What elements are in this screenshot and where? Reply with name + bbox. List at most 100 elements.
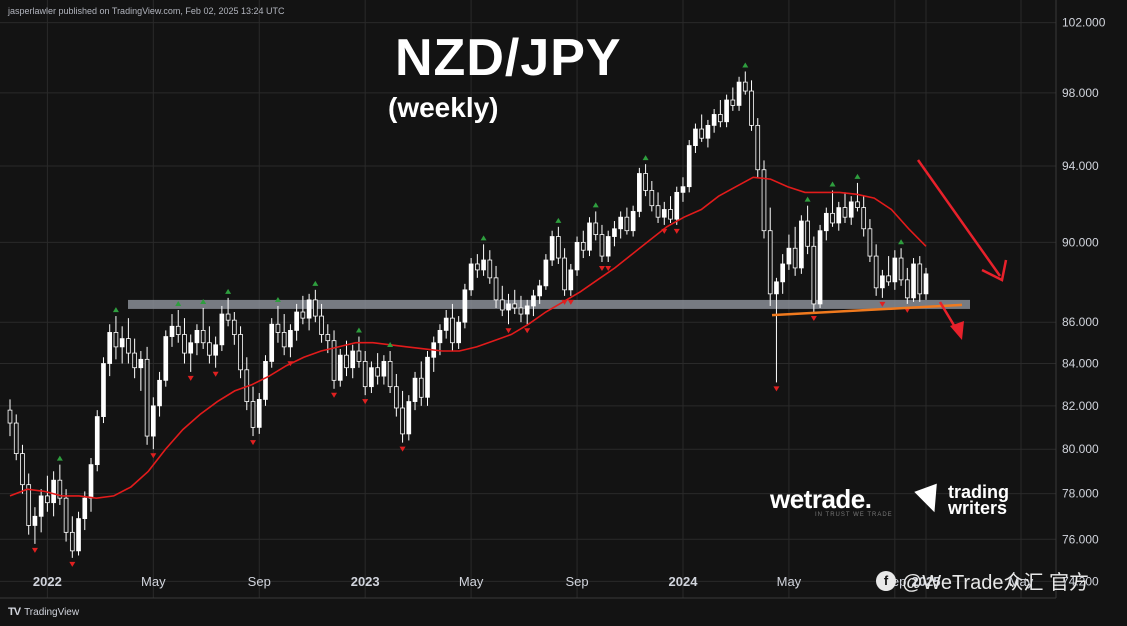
candle-body bbox=[443, 317, 449, 331]
publisher-line: jasperlawler published on TradingView.co… bbox=[8, 6, 285, 16]
chart-title: NZD/JPY bbox=[395, 29, 622, 87]
candle-body bbox=[817, 230, 823, 305]
candle-body bbox=[836, 207, 842, 224]
candle-body bbox=[219, 313, 225, 346]
candle-body bbox=[94, 416, 100, 466]
candle-body bbox=[742, 81, 748, 92]
candle-body bbox=[811, 245, 817, 305]
price-tick-label: 80.000 bbox=[1062, 442, 1099, 456]
swing-low-marker bbox=[362, 399, 369, 405]
time-tick-label: Sep bbox=[565, 574, 588, 589]
candle-body bbox=[873, 255, 879, 289]
moving-average bbox=[9, 176, 927, 500]
candle-body bbox=[119, 338, 125, 348]
wetrade-logo: wetrade. bbox=[770, 484, 872, 514]
swing-high-marker bbox=[829, 181, 836, 187]
candlestick-series[interactable] bbox=[7, 71, 929, 558]
swing-high-marker bbox=[480, 235, 487, 241]
candle-body bbox=[830, 212, 835, 224]
candle-body bbox=[462, 289, 468, 323]
swing-high-marker bbox=[312, 280, 319, 286]
candle-body bbox=[325, 334, 331, 342]
candle-body bbox=[904, 279, 910, 299]
swing-low-marker bbox=[879, 301, 886, 307]
candle-body bbox=[848, 201, 854, 218]
swing-low-marker bbox=[187, 375, 194, 381]
candle-body bbox=[668, 209, 673, 220]
candle-body bbox=[437, 329, 443, 344]
down-arrow-large-head bbox=[981, 259, 1008, 282]
price-tick-label: 98.000 bbox=[1062, 86, 1099, 100]
trading-writers-pen-icon bbox=[914, 483, 946, 517]
candle-body bbox=[418, 377, 424, 398]
candle-body bbox=[674, 191, 680, 220]
trendline[interactable] bbox=[771, 303, 963, 317]
swing-high-marker bbox=[804, 196, 811, 202]
candle-body bbox=[207, 342, 212, 356]
candle-body bbox=[144, 358, 150, 437]
candle-body bbox=[32, 515, 38, 526]
wechat-channel-icon: f bbox=[876, 570, 896, 591]
candle-body bbox=[101, 363, 106, 417]
watermark: f @WeTrade众汇 官方 bbox=[876, 566, 1089, 595]
candle-body bbox=[749, 90, 754, 126]
candle-body bbox=[200, 329, 206, 344]
candle-body bbox=[157, 379, 162, 407]
time-tick-label: May bbox=[1009, 574, 1034, 589]
tradingview-footer[interactable]: TV TradingView bbox=[8, 606, 79, 618]
candle-body bbox=[792, 247, 798, 269]
candle-body bbox=[337, 354, 343, 381]
candle-body bbox=[917, 263, 923, 295]
candle-body bbox=[823, 212, 829, 232]
ma-line bbox=[9, 176, 927, 500]
candle-body bbox=[82, 497, 88, 519]
swing-markers bbox=[31, 62, 911, 567]
price-tick-label: 102.000 bbox=[1062, 16, 1106, 30]
price-axis[interactable]: 102.000 98.000 94.000 90.000 86.000 84.000 82.… bbox=[1062, 16, 1106, 589]
candle-body bbox=[313, 299, 318, 317]
candle-body bbox=[306, 299, 312, 319]
candle-body bbox=[531, 295, 536, 307]
candle-body bbox=[680, 186, 686, 193]
swing-high-marker bbox=[274, 296, 281, 302]
candle-body bbox=[537, 285, 542, 297]
candle-body bbox=[886, 275, 891, 283]
candle-body bbox=[319, 315, 324, 335]
candle-body bbox=[412, 377, 418, 402]
candle-body bbox=[630, 211, 636, 232]
candle-body bbox=[231, 319, 237, 335]
candle-body bbox=[556, 236, 561, 259]
time-tick-label: May bbox=[777, 574, 802, 589]
down-arrow-small-head bbox=[950, 321, 964, 340]
swing-low-marker bbox=[810, 316, 817, 322]
time-tick-label: 2024 bbox=[669, 574, 699, 589]
swing-high-marker bbox=[200, 298, 207, 304]
candle-body bbox=[381, 361, 387, 377]
candle-body bbox=[605, 236, 611, 257]
trading-writers-line2: writers bbox=[948, 498, 1008, 518]
candle-body bbox=[780, 263, 786, 283]
swing-low-marker bbox=[605, 265, 612, 271]
candle-body bbox=[512, 303, 518, 309]
candle-body bbox=[362, 361, 368, 388]
candle-body bbox=[543, 259, 549, 287]
candle-body bbox=[188, 342, 194, 354]
candle-body bbox=[475, 263, 480, 271]
swing-high-marker bbox=[642, 155, 649, 161]
candle-body bbox=[643, 173, 648, 191]
candle-body bbox=[861, 207, 867, 230]
candle-body bbox=[331, 340, 337, 381]
candle-body bbox=[45, 495, 50, 504]
swing-high-marker bbox=[225, 288, 232, 294]
candle-body bbox=[394, 386, 399, 409]
price-tick-label: 74.200 bbox=[1062, 574, 1099, 588]
candle-body bbox=[649, 190, 655, 207]
swing-low-marker bbox=[524, 328, 531, 334]
swing-low-marker bbox=[150, 453, 157, 459]
candle-body bbox=[69, 531, 75, 552]
time-tick-label: 2025 bbox=[912, 574, 941, 589]
candle-body bbox=[113, 332, 119, 348]
candle-body bbox=[718, 114, 723, 123]
